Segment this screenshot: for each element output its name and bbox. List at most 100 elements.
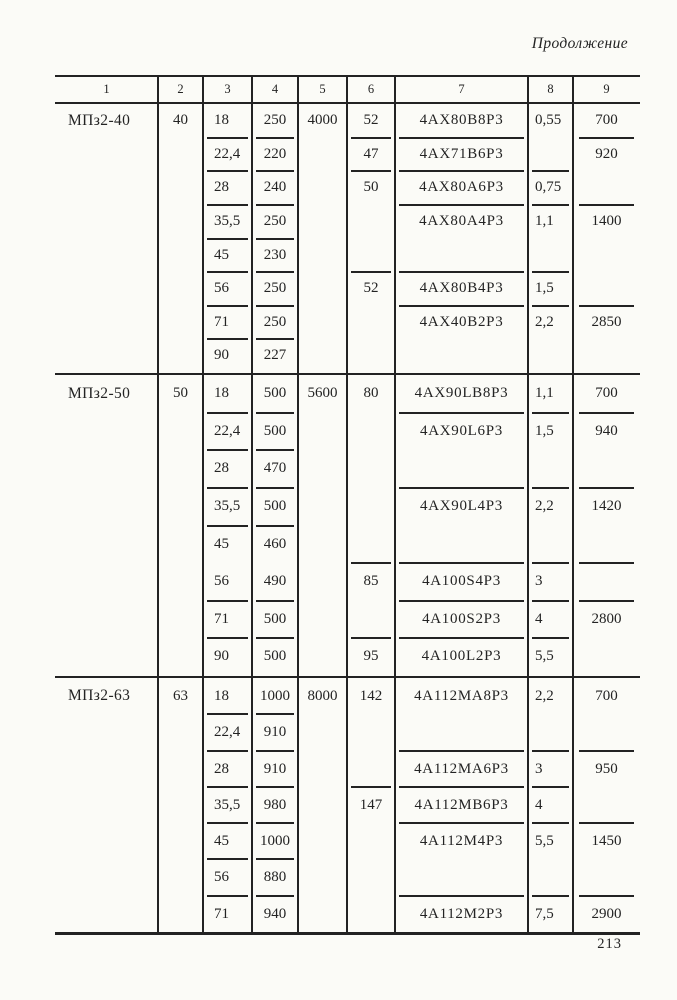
table-cell: 4АХ40В2Р3	[419, 313, 504, 330]
table-cell: 4АХ90L6Р3	[395, 413, 528, 490]
column-header: 6	[367, 82, 375, 96]
table-cell: 90	[214, 648, 229, 665]
table-cell: 2850	[591, 313, 622, 330]
table-cell: 490	[252, 563, 298, 602]
column-divider	[157, 678, 159, 932]
table-cell: 8000	[307, 688, 338, 704]
table-cell: 700	[573, 678, 640, 752]
column-divider	[527, 375, 529, 676]
column-divider	[572, 77, 574, 102]
section-divider-rule	[55, 373, 640, 375]
column-divider	[527, 104, 529, 373]
table-cell: 4АХ80В4Р3	[395, 272, 528, 307]
table-cell: 22,4	[203, 138, 252, 172]
table-cell: 2800	[591, 610, 622, 627]
table-cell: 5,5	[528, 823, 573, 897]
table-cell: 4АХ90L4Р3	[395, 488, 528, 565]
table-cell: 4А112М4Р3	[395, 823, 528, 897]
table-cell: 1,5	[528, 413, 573, 490]
column-divider	[297, 77, 299, 102]
column-divider	[346, 678, 348, 932]
table-cell: 950	[573, 751, 640, 824]
column-divider	[157, 104, 159, 373]
table-body: МПз2-40 40 18 22,4 28 35,5 45 56 71 90 250 220 240 25…	[55, 104, 640, 935]
column-divider	[202, 104, 204, 373]
table-cell: 7,5	[535, 905, 554, 922]
column-header: 4	[271, 82, 279, 96]
table-cell: 4АХ71В6Р3	[395, 138, 528, 172]
table-cell: 28	[203, 751, 252, 789]
column-header: 5	[319, 82, 326, 96]
table-section: МПз2-63 63 18 22,4 28 35,5 45 56 71 1000 910 910 980…	[55, 678, 640, 932]
table-cell: 4АХ80А4Р3	[395, 205, 528, 274]
table-cell: 35,5	[203, 205, 252, 240]
table-cell: 4АХ90LВ8Р3	[395, 375, 528, 414]
column-divider	[251, 375, 253, 676]
table-cell: 470	[252, 450, 298, 489]
table-cell: 4АХ80А6Р3	[395, 171, 528, 206]
table-cell: 80	[347, 375, 395, 565]
table-cell: 4А100L2Р3	[421, 648, 502, 665]
column-divider	[394, 77, 396, 102]
table-cell: 1,1	[528, 375, 573, 414]
table-cell	[573, 563, 640, 602]
table-section: МПз2-50 50 18 22,4 28 35,5 45 56 71 90 500 500 470 50…	[55, 375, 640, 676]
table-cell: МПз2-63	[68, 687, 131, 704]
table-cell: 22,4	[203, 413, 252, 451]
continuation-label: Продолжение	[531, 35, 628, 52]
column-divider	[297, 678, 299, 932]
column-divider	[297, 375, 299, 676]
table-cell: 227	[263, 347, 287, 364]
table-cell: 1450	[573, 823, 640, 897]
column-divider	[394, 375, 396, 676]
column-divider	[572, 104, 574, 373]
column-divider	[346, 375, 348, 676]
column-header: 8	[547, 82, 554, 96]
table-cell: 1000	[252, 678, 298, 716]
table-cell: 1,5	[528, 272, 573, 307]
table-cell: 18	[203, 104, 252, 139]
column-divider	[202, 77, 204, 102]
table-cell: 940	[573, 413, 640, 490]
table-cell: 5600	[307, 385, 338, 401]
column-divider	[346, 77, 348, 102]
table-cell: 28	[203, 171, 252, 206]
table-cell: 2,2	[528, 678, 573, 752]
table-cell: 52	[363, 280, 379, 297]
table-cell: 1000	[252, 823, 298, 861]
table-cell: МПз2-40	[68, 112, 131, 129]
table-cell: 47	[347, 138, 395, 172]
column-divider	[572, 678, 574, 932]
table-cell: 40	[173, 112, 188, 128]
table-cell: 3	[528, 751, 573, 789]
table-cell: 22,4	[203, 714, 252, 752]
table-cell: 500	[252, 488, 298, 527]
table-cell: 4000	[307, 112, 338, 128]
table-cell: 28	[203, 450, 252, 489]
table-cell: 910	[252, 751, 298, 789]
table-cell: 45	[214, 535, 229, 552]
table-cell: 90	[214, 347, 229, 364]
table-cell: 35,5	[203, 488, 252, 527]
column-header: 1	[103, 82, 110, 96]
table-cell: 0,55	[528, 104, 573, 173]
table-cell: 700	[573, 375, 640, 414]
table-cell: 4А100S4Р3	[395, 563, 528, 602]
table-cell: 500	[263, 648, 287, 665]
table-cell: МПз2-50	[68, 385, 131, 402]
table-cell: 63	[173, 688, 188, 704]
table-cell: 4А112МА8Р3	[395, 678, 528, 752]
table-cell: 0,75	[528, 171, 573, 206]
table-cell: 71	[203, 306, 252, 340]
table-top-rule	[55, 75, 640, 77]
column-header: 3	[224, 82, 231, 96]
table-cell: 45	[203, 239, 252, 273]
table-cell: 910	[252, 714, 298, 752]
table-cell: 2,2	[528, 488, 573, 565]
table-cell: 2,2	[535, 313, 554, 330]
table-cell: 460	[263, 535, 287, 552]
column-header: 7	[458, 82, 465, 96]
table-cell: 147	[359, 796, 383, 813]
table-cell: 1,1	[528, 205, 573, 274]
